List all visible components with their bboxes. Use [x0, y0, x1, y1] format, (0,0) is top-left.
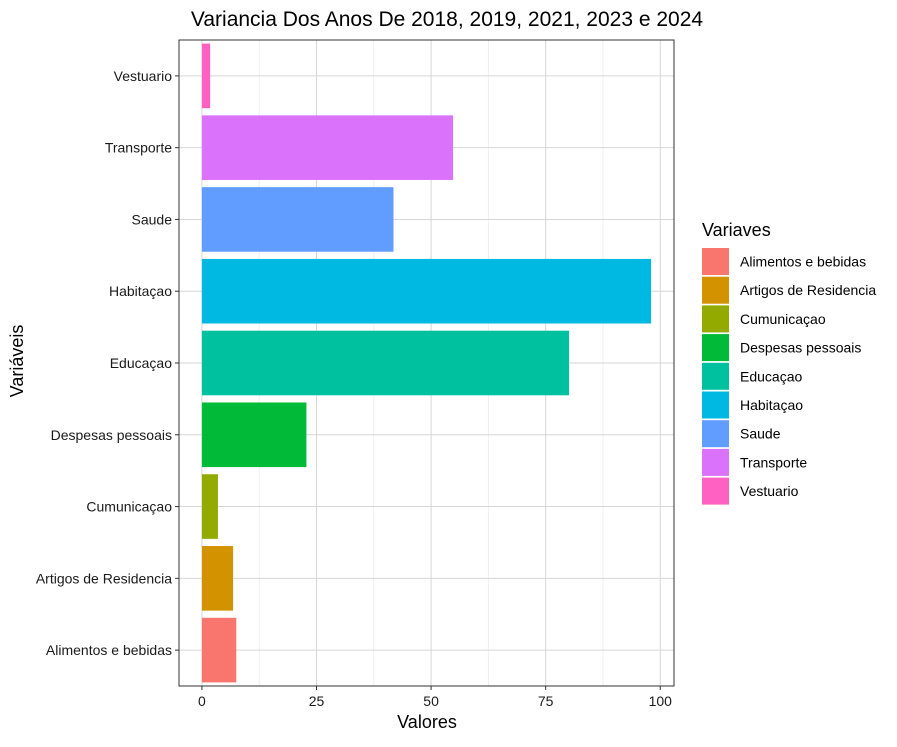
- bar: [201, 402, 307, 468]
- legend-swatch: [702, 248, 729, 275]
- y-tick-label: Alimentos e bebidas: [46, 642, 172, 658]
- y-tick-label: Cumunicaçao: [86, 499, 172, 515]
- legend-label: Transporte: [740, 454, 807, 470]
- legend-swatch: [702, 334, 729, 362]
- bar: [201, 258, 652, 324]
- legend-items: Alimentos e bebidas Artigos de Residencia…: [702, 248, 876, 505]
- y-tick-label: Vestuario: [114, 68, 173, 84]
- legend-swatch: [702, 305, 729, 333]
- legend-swatch: [702, 477, 729, 505]
- y-tick-label: Artigos de Residencia: [36, 570, 172, 586]
- x-axis-label: Valores: [397, 712, 457, 732]
- panel-border: [178, 39, 675, 687]
- legend-label: Alimentos e bebidas: [740, 254, 866, 270]
- legend: Variaves Alimentos e bebidas Artigos de R…: [702, 220, 876, 505]
- x-tick-label: 75: [538, 693, 554, 709]
- x-axis-ticks: 0 25 50 75 100: [198, 686, 672, 709]
- legend-swatch: [702, 448, 729, 476]
- legend-label: Saude: [740, 426, 781, 442]
- legend-label: Educaçao: [740, 368, 802, 384]
- legend-label: Vestuario: [740, 483, 799, 499]
- y-tick-label: Saude: [132, 211, 173, 227]
- bar: [201, 330, 570, 396]
- legend-swatch: [702, 362, 729, 390]
- x-tick-label: 0: [198, 693, 206, 709]
- legend-label: Habitaçao: [740, 397, 803, 413]
- legend-label: Despesas pessoais: [740, 340, 861, 356]
- y-axis-label: Variáveis: [7, 325, 27, 398]
- y-tick-label: Despesas pessoais: [51, 427, 172, 443]
- legend-label: Artigos de Residencia: [740, 282, 876, 298]
- bar: [201, 187, 394, 252]
- legend-title: Variaves: [702, 220, 771, 240]
- bar: [201, 546, 234, 611]
- legend-swatch: [702, 276, 729, 304]
- chart-title: Variancia Dos Anos De 2018, 2019, 2021, …: [191, 8, 703, 31]
- x-tick-label: 100: [649, 693, 673, 709]
- bar: [201, 617, 237, 683]
- bar: [201, 474, 218, 539]
- bar: [201, 43, 211, 109]
- y-axis-ticks: Alimentos e bebidas Artigos de Residencia…: [36, 68, 179, 658]
- legend-swatch: [702, 420, 729, 448]
- legend-label: Cumunicaçao: [740, 311, 826, 327]
- x-tick-label: 25: [309, 693, 325, 709]
- bar: [201, 115, 454, 180]
- x-tick-label: 50: [423, 693, 439, 709]
- y-tick-label: Educaçao: [110, 355, 172, 371]
- y-tick-label: Transporte: [105, 140, 172, 156]
- bars: [201, 43, 652, 683]
- y-tick-label: Habitaçao: [109, 283, 172, 299]
- legend-swatch: [702, 391, 729, 419]
